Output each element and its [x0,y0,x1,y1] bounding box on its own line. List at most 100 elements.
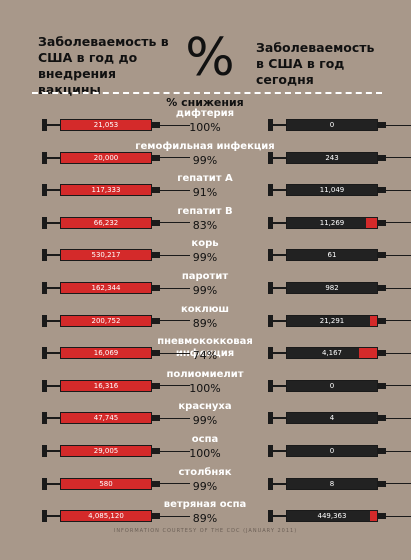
syringe-value: 21,053 [93,121,119,129]
syringe-needle [160,450,190,452]
syringe-barrel: 47,745 [60,412,152,425]
syringe-fill [61,478,151,489]
syringe-value: 66,232 [93,218,119,227]
syringe-value: 4,085,120 [88,512,124,521]
syringe-rod [46,189,60,192]
disease-reduction-percent: 99% [192,479,218,493]
syringe-hub [378,122,386,128]
syringe-hub [378,154,386,161]
syringe-hub [378,415,386,422]
syringe-plunger [268,216,273,229]
syringe-rod [272,254,286,257]
syringe-needle [386,483,411,485]
syringe-before-vaccine: 21,053 [42,119,190,131]
syringe-value: 449,363 [317,512,347,521]
syringe-needle [386,189,411,191]
syringe-before-vaccine: 47,745 [42,412,190,425]
disease-reduction-percent: 91% [192,186,218,200]
syringe-needle [160,157,190,159]
disease-reduction-percent: 100% [189,447,221,460]
syringe-fill [359,348,377,359]
syringe-value: 4,167 [321,349,343,358]
syringe-hub [152,285,160,291]
syringe-rod [46,384,60,387]
syringe-value: 162,344 [91,284,121,292]
syringe-needle [386,450,411,452]
syringe-today: 243 [268,151,411,164]
syringe-before-vaccine: 20,000 [42,151,190,164]
syringe-hub [378,317,386,324]
syringe-before-vaccine: 29,005 [42,445,190,457]
syringe-hub [378,252,386,259]
syringe-plunger [42,412,47,425]
syringe-barrel: 61 [286,249,378,262]
syringe-fill [61,283,151,293]
disease-reduction-percent: 99% [192,414,218,428]
syringe-plunger [268,347,273,360]
disease-name: оспа [191,434,219,445]
syringe-hub [152,154,160,161]
syringe-before-vaccine: 16,316 [42,379,190,392]
syringe-value: 0 [329,121,335,129]
syringe-today: 4 [268,412,411,425]
syringe-hub [378,187,386,194]
syringe-plunger [268,151,273,164]
syringe-today: 11,049 [268,184,411,197]
syringe-value: 8 [329,479,335,488]
syringe-hub [152,252,160,259]
syringe-hub [152,350,160,357]
syringe-barrel: 4 [286,412,378,425]
syringe-barrel: 0 [286,445,378,457]
syringe-fill [61,250,151,261]
syringe-value: 29,005 [93,447,119,455]
disease-row: коклюш 89% 200,752 21,291 [0,304,411,334]
syringe-plunger [42,445,47,457]
disease-name: паротит [181,271,229,282]
disease-row: оспа 100% 29,005 0 [0,434,411,464]
syringe-today: 21,291 [268,314,411,327]
syringe-needle [160,189,190,191]
syringe-plunger [268,412,273,425]
syringe-needle [386,222,411,224]
syringe-value: 47,745 [93,414,119,423]
syringe-value: 20,000 [93,153,119,162]
syringe-before-vaccine: 16,069 [42,347,190,360]
syringe-rod [272,482,286,485]
syringe-fill [61,348,151,359]
syringe-plunger [268,510,273,523]
syringe-fill [369,315,377,326]
syringe-hub [378,350,386,357]
syringe-hub [152,382,160,389]
syringe-needle [160,352,190,354]
syringe-barrel: 16,069 [60,347,152,360]
syringe-needle [160,254,190,256]
disease-row: столбняк 99% 580 8 [0,467,411,497]
syringe-rod [272,156,286,159]
syringe-value: 243 [325,153,339,162]
syringe-barrel: 243 [286,151,378,164]
syringe-needle [386,157,411,159]
disease-row: краснуха 99% 47,745 4 [0,401,411,431]
syringe-needle [386,287,411,289]
syringe-rod [46,287,60,289]
syringe-before-vaccine: 580 [42,477,190,490]
syringe-today: 11,269 [268,216,411,229]
syringe-rod [46,482,60,485]
syringe-today: 0 [268,119,411,131]
syringe-fill [366,217,377,228]
disease-name: гепатит А [177,173,233,185]
disease-row: полиомиелит 100% 16,316 0 [0,369,411,399]
syringe-rod [272,124,286,126]
syringe-hub [152,480,160,487]
syringe-plunger [268,119,273,131]
syringe-hub [378,513,386,520]
syringe-needle [160,515,190,517]
syringe-today: 8 [268,477,411,490]
syringe-needle [160,124,190,126]
syringe-value: 16,316 [93,381,119,390]
disease-row: корь 99% 530,217 61 [0,238,411,268]
syringe-barrel: 21,291 [286,314,378,327]
syringe-needle [160,320,190,322]
syringe-rod [46,254,60,257]
syringe-plunger [268,314,273,327]
